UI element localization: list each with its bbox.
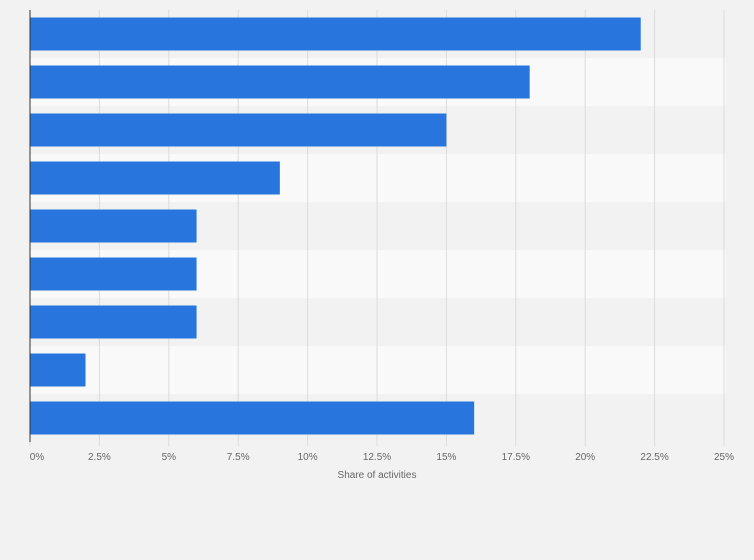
row-band (30, 346, 726, 394)
x-tick-label: 15% (436, 452, 456, 463)
x-tick-label: 7.5% (227, 452, 250, 463)
x-tick-label: 22.5% (640, 452, 668, 463)
bar (30, 17, 641, 51)
x-tick-label: 20% (575, 452, 595, 463)
bar (30, 305, 197, 339)
x-tick-label: 12.5% (363, 452, 391, 463)
bar (30, 209, 197, 243)
bar (30, 113, 447, 147)
x-axis-title: Share of activities (338, 470, 417, 481)
x-tick-label: 25% (714, 452, 734, 463)
bar (30, 257, 197, 291)
x-tick-label: 0% (30, 452, 45, 463)
x-tick-label: 10% (298, 452, 318, 463)
x-tick-label: 2.5% (88, 452, 111, 463)
bar (30, 65, 530, 99)
x-tick-label: 17.5% (502, 452, 530, 463)
x-axis-tick-labels: 0% 2.5% 5% 7.5% 10% 12.5% 15% 17.5% 20% 22.5% 25% (29, 442, 734, 463)
x-tick-label: 5% (162, 452, 177, 463)
bar (30, 161, 280, 195)
bar (30, 353, 86, 387)
bar (30, 401, 475, 435)
bars (30, 17, 641, 435)
